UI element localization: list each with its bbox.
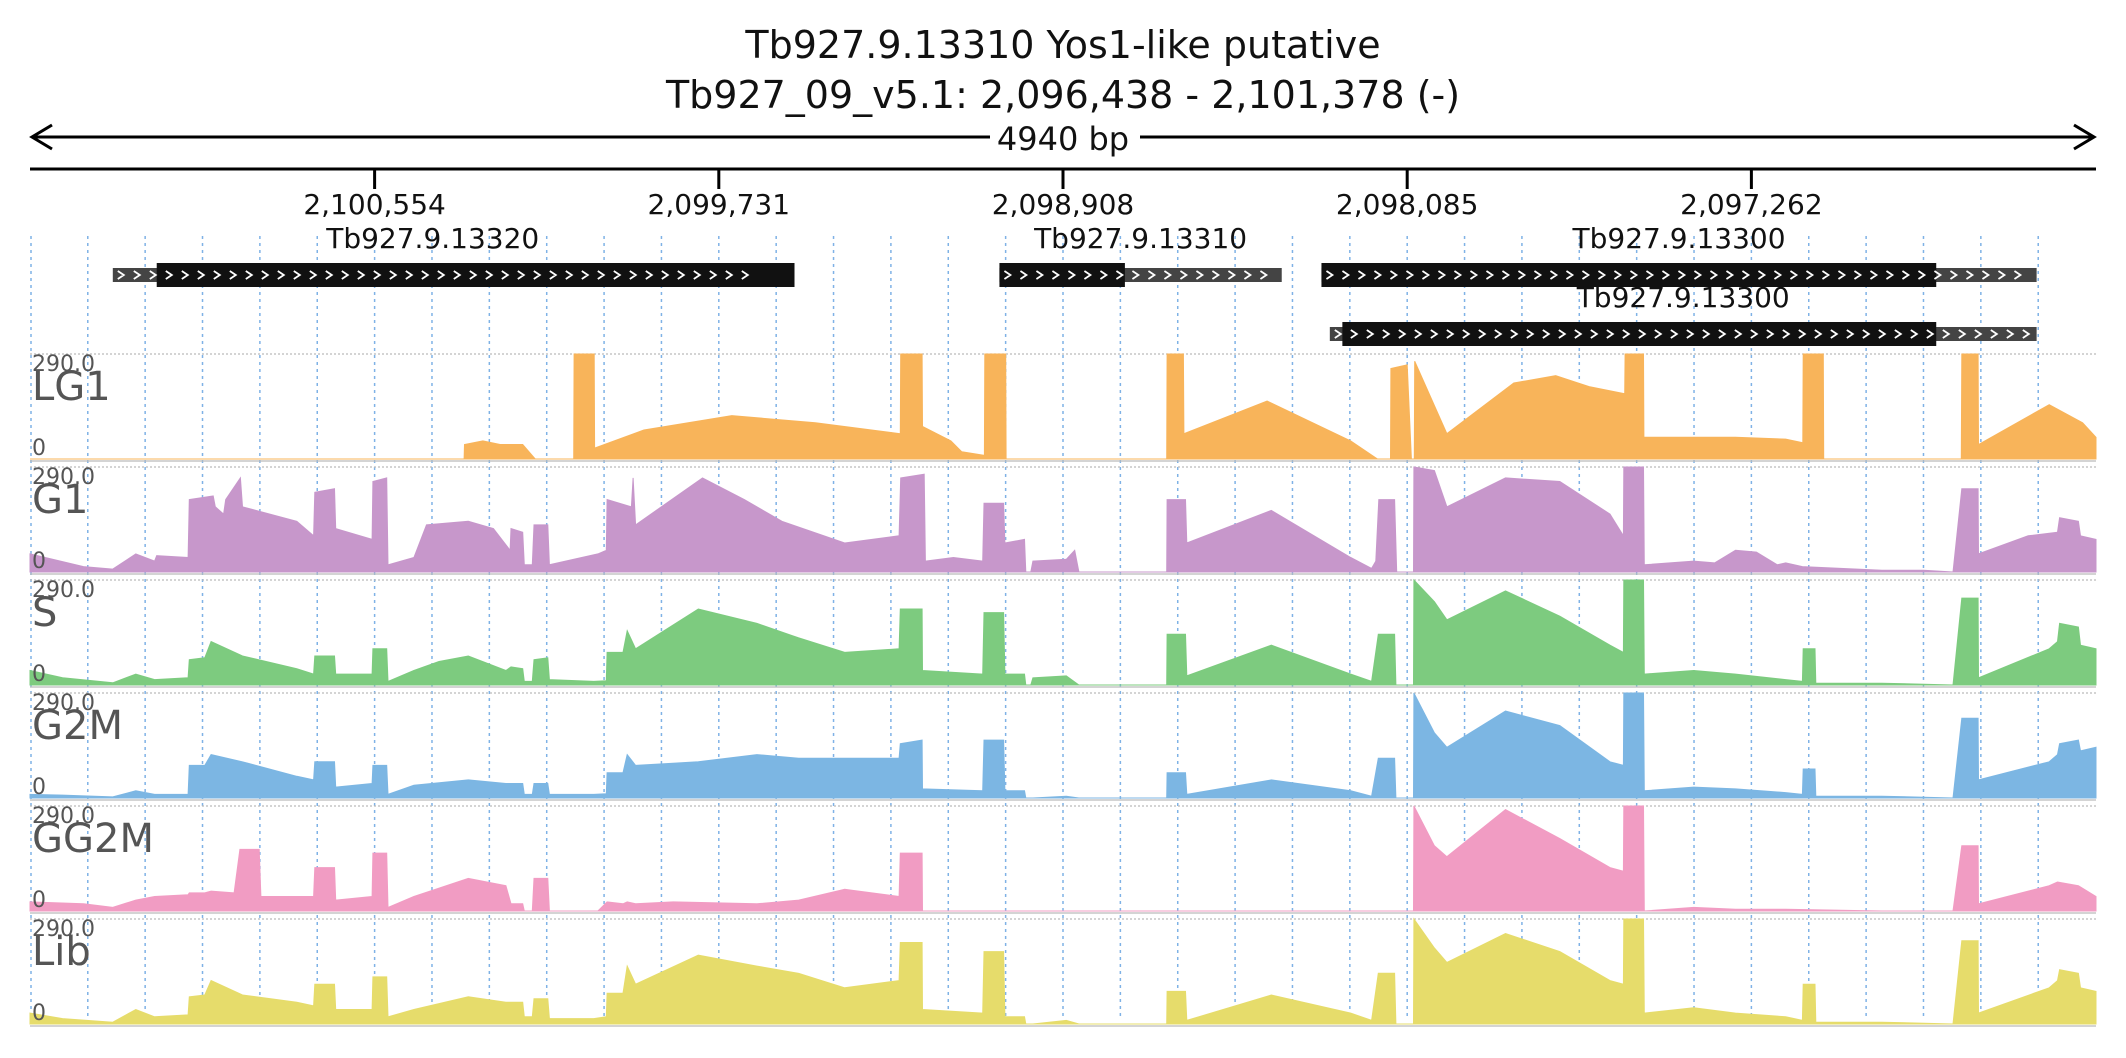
- coverage-area: [29, 692, 2097, 799]
- track-min-label: 0: [32, 436, 46, 461]
- axis-tick-label: 2,098,908: [992, 188, 1135, 221]
- track-max-label: 290.0: [32, 352, 95, 377]
- gene: Tb927.9.13320: [112, 222, 795, 287]
- gene: Tb927.9.13310: [999, 222, 1282, 287]
- span-ruler: [29, 123, 2097, 151]
- gene-strand-arrows: [1325, 270, 2023, 280]
- track-name: S: [32, 590, 57, 636]
- gene-cds: [1342, 322, 1937, 346]
- coverage-area: [29, 578, 2097, 686]
- axis-tick-label: 2,099,731: [648, 188, 791, 221]
- gene: Tb927.9.13300: [1329, 281, 2037, 346]
- track-max-label: 290.0: [32, 691, 95, 716]
- gene-track: Tb927.9.13320 Tb927.9.13310 Tb927.9.13300 T…: [112, 222, 2037, 346]
- track-name: LG1: [32, 364, 111, 410]
- gene-cds: [999, 263, 1125, 287]
- gene-strand-arrows: [1003, 270, 1269, 280]
- track-min-label: 0: [32, 1001, 46, 1026]
- chart-subtitle: Tb927_09_v5.1: 2,096,438 - 2,101,378 (-): [665, 73, 1460, 117]
- track-name: GG2M: [32, 816, 154, 862]
- span-label: 4940 bp: [997, 120, 1129, 158]
- track-name: G1: [32, 477, 88, 523]
- coordinate-axis: 2,100,554 2,099,731 2,098,908 2,098,085 2,09…: [30, 167, 2096, 221]
- gene-label: Tb927.9.13310: [1033, 222, 1247, 255]
- track-max-label: 290.0: [32, 465, 95, 490]
- track-name: Lib: [32, 929, 91, 975]
- track-name: G2M: [32, 703, 123, 749]
- gene-label: Tb927.9.13320: [325, 222, 539, 255]
- axis-tick-label: 2,098,085: [1336, 188, 1479, 221]
- track-min-label: 0: [32, 775, 46, 800]
- chart-title: Tb927.9.13310 Yos1-like putative: [744, 23, 1380, 67]
- gene-label: Tb927.9.13300: [1576, 281, 1790, 314]
- track-min-label: 0: [32, 662, 46, 687]
- span-arrow-right: [2073, 123, 2097, 151]
- gene-strand-arrows: [117, 270, 750, 280]
- track-min-label: 0: [32, 549, 46, 574]
- gene: Tb927.9.13300: [1321, 222, 2037, 287]
- track-max-label: 290.0: [32, 917, 95, 942]
- coverage-tracks: LG1290.00G1290.00S290.00G2M290.00GG2M290…: [29, 352, 2097, 1027]
- gene-strand-arrows: [1334, 329, 2031, 339]
- span-arrow-left: [29, 123, 53, 151]
- axis-tick-label: 2,100,554: [303, 188, 446, 221]
- gene-label: Tb927.9.13300: [1572, 222, 1786, 255]
- track-min-label: 0: [32, 888, 46, 913]
- track-max-label: 290.0: [32, 578, 95, 603]
- coverage-area: [30, 353, 2097, 460]
- track-max-label: 290.0: [32, 804, 95, 829]
- coverage-area: [29, 805, 2097, 912]
- axis-tick-label: 2,097,262: [1680, 188, 1823, 221]
- gene-cds: [1321, 263, 1937, 287]
- coverage-area: [29, 917, 2097, 1025]
- coverage-area: [29, 466, 2097, 573]
